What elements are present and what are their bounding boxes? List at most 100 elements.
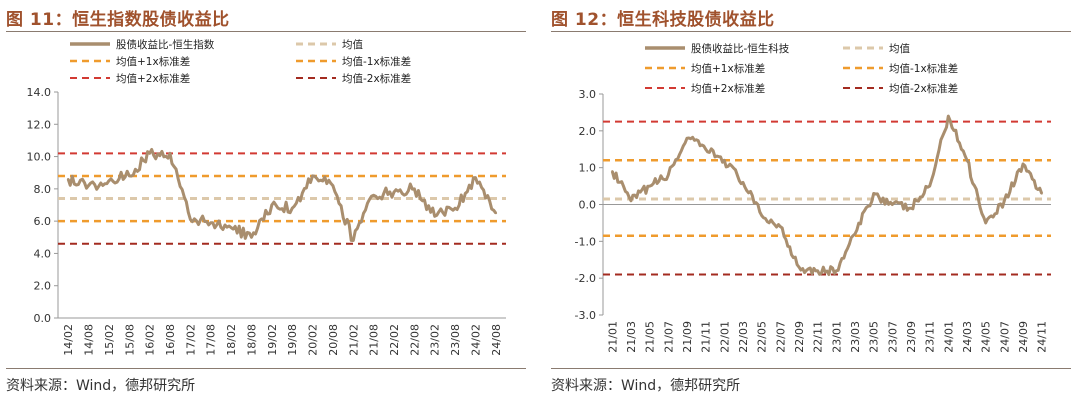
y-tick-label: 4.0 (34, 247, 52, 260)
x-tick-label: 22/03 (737, 321, 750, 353)
x-tick-label: 24/07 (998, 321, 1011, 353)
x-tick-label: 15/02 (103, 324, 116, 356)
y-tick-label: -2.0 (575, 272, 596, 285)
title-divider (6, 31, 526, 32)
data-point (433, 215, 436, 218)
x-tick-label: 18/02 (225, 324, 238, 356)
source-note: 资料来源：Wind，德邦研究所 (6, 378, 196, 394)
data-point (229, 226, 233, 229)
figure-title: 图 12：恒生科技股债收益比 (551, 10, 775, 30)
data-point (66, 177, 70, 181)
data-point (760, 214, 763, 217)
x-tick-label: 16/08 (164, 324, 177, 356)
data-point (891, 203, 894, 206)
y-tick-label: 10.0 (27, 151, 52, 164)
series-line (66, 148, 498, 242)
data-point (853, 232, 857, 236)
y-tick-label: -3.0 (575, 309, 596, 322)
data-point (209, 221, 212, 224)
x-tick-label: 21/11 (700, 321, 713, 353)
data-point (107, 179, 111, 182)
y-tick-label: 14.0 (27, 86, 52, 99)
data-point (723, 159, 726, 162)
x-tick-label: 20/02 (307, 324, 320, 356)
y-tick-label: 3.0 (579, 88, 597, 101)
x-tick-label: 15/08 (123, 324, 136, 356)
data-point (453, 207, 457, 210)
title-divider (551, 31, 1071, 32)
data-point (352, 239, 355, 242)
x-tick-label: 23/03 (849, 321, 862, 353)
x-tick-label: 23/01 (830, 321, 843, 353)
data-point (148, 152, 151, 155)
source-divider (6, 368, 526, 369)
x-tick-label: 20/08 (327, 324, 340, 356)
data-point (648, 184, 651, 188)
data-point (835, 269, 838, 272)
x-tick-label: 22/07 (774, 321, 787, 353)
data-point (270, 203, 274, 207)
y-tick-label: 2.0 (34, 280, 52, 293)
x-tick-label: 23/09 (905, 321, 918, 353)
x-tick-label: 22/08 (408, 324, 421, 356)
x-tick-label: 22/05 (756, 321, 769, 353)
data-point (392, 190, 396, 194)
legend-series-label: 股债收益比-恒生指数 (116, 38, 215, 51)
data-point (372, 194, 375, 197)
data-point (797, 265, 801, 269)
x-tick-label: 14/02 (62, 324, 75, 356)
data-point (629, 199, 633, 203)
x-tick-label: 17/08 (205, 324, 218, 356)
data-point (311, 174, 314, 178)
legend-minus1sd-label: 均值-1x标准差 (342, 55, 411, 68)
x-tick-label: 19/08 (286, 324, 299, 356)
x-tick-label: 19/02 (266, 324, 279, 356)
data-point (1003, 199, 1006, 203)
data-point (1040, 192, 1043, 195)
data-point (779, 225, 782, 228)
series-line (610, 114, 1044, 276)
data-point (667, 173, 670, 177)
x-tick-label: 22/09 (793, 321, 806, 353)
x-tick-label: 21/09 (681, 321, 694, 353)
x-tick-label: 23/08 (449, 324, 462, 356)
data-point (909, 206, 913, 210)
x-tick-label: 21/07 (662, 321, 675, 353)
x-tick-label: 18/08 (245, 324, 258, 356)
x-tick-label: 23/07 (886, 321, 899, 353)
legend-minus2sd-label: 均值-2x标准差 (342, 72, 411, 85)
x-tick-label: 22/11 (812, 321, 825, 353)
data-point (965, 159, 969, 162)
legend-minus1sd-label: 均值-1x标准差 (889, 62, 958, 75)
data-point (290, 207, 294, 210)
x-tick-label: 24/11 (1036, 321, 1049, 353)
data-point (611, 170, 614, 173)
data-point (928, 184, 931, 188)
y-tick-label: 6.0 (34, 215, 52, 228)
legend-plus1sd-label: 均值+1x标准差 (691, 62, 765, 75)
legend-plus2sd-label: 均值+2x标准差 (691, 82, 765, 95)
data-point (685, 137, 689, 140)
x-tick-label: 21/05 (644, 321, 657, 353)
data-point (741, 181, 745, 184)
data-point (331, 184, 335, 187)
legend-mean-label: 均值 (889, 42, 910, 55)
data-point (413, 187, 416, 191)
x-tick-label: 24/08 (490, 324, 503, 356)
data-point (168, 152, 172, 155)
data-point (947, 114, 950, 118)
legend-plus1sd-label: 均值+1x标准差 (116, 55, 190, 68)
data-point (474, 176, 477, 179)
x-tick-label: 24/03 (961, 321, 974, 353)
data-point (984, 221, 987, 225)
y-tick-label: 1.0 (579, 162, 597, 175)
data-point (1021, 162, 1025, 166)
x-tick-label: 23/05 (868, 321, 881, 353)
data-point (87, 184, 90, 187)
x-tick-label: 21/02 (347, 324, 360, 356)
source-divider (551, 368, 1071, 369)
x-tick-label: 14/08 (83, 324, 96, 356)
legend-mean-label: 均值 (342, 38, 363, 51)
